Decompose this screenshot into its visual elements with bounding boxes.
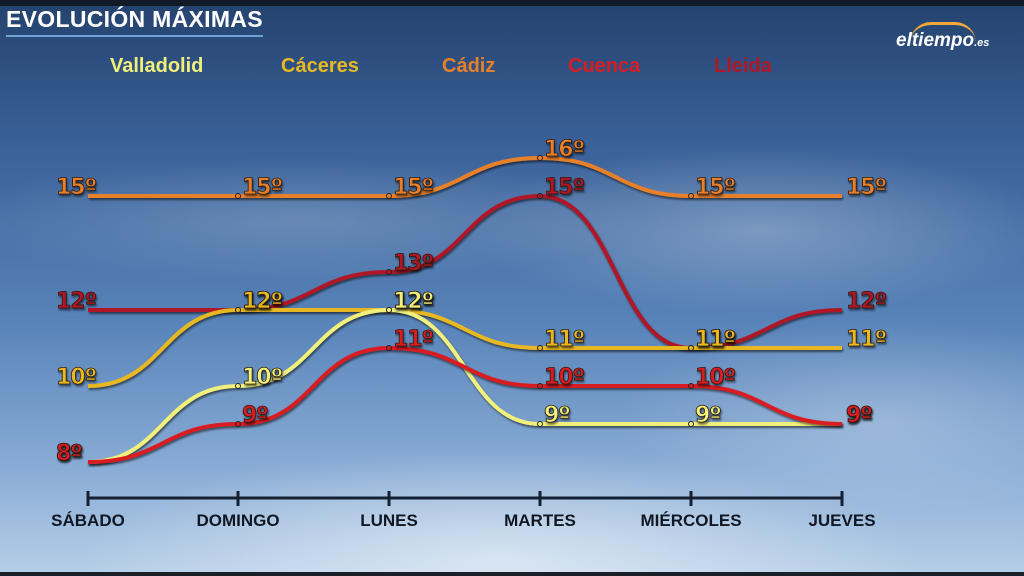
top-border (0, 0, 1024, 6)
legend-item-valladolid: Valladolid (110, 55, 204, 77)
value-label: 15º (695, 175, 736, 200)
bottom-border (0, 572, 1024, 576)
brand-logo: eltiempo.es (896, 30, 989, 52)
value-label: 8º (56, 441, 82, 466)
value-label: 12º (393, 289, 434, 314)
value-label: 13º (393, 251, 434, 276)
value-label: 9º (846, 403, 872, 428)
legend-item-caceres: Cáceres (281, 55, 359, 77)
chart-title: EVOLUCIÓN MÁXIMAS (6, 6, 263, 37)
value-label: 15º (393, 175, 434, 200)
series-lines (87, 155, 843, 464)
value-label: 16º (544, 137, 585, 162)
logo-suffix: .es (974, 37, 990, 49)
value-label: 11º (393, 327, 434, 352)
cloud-icon (910, 22, 976, 43)
value-label: 12º (242, 289, 283, 314)
value-label: 10º (544, 365, 585, 390)
value-label: 12º (242, 289, 283, 314)
series-line-cáceres (87, 307, 842, 388)
value-label: 12º (56, 289, 97, 314)
value-label: 9º (846, 403, 872, 428)
legend-item-lleida: Lleida (714, 55, 772, 77)
axis-label-jueves: JUEVES (808, 511, 876, 530)
value-label: 15º (56, 175, 97, 200)
value-label: 12º (846, 289, 887, 314)
value-label: 9º (544, 403, 570, 428)
value-label: 15º (544, 175, 585, 200)
axis-label-sabado: SÁBADO (51, 511, 125, 530)
logo-text: eltiempo (896, 30, 975, 51)
value-label: 11º (544, 327, 585, 352)
value-label: 15º (242, 175, 283, 200)
series-line-cuenca (87, 345, 843, 464)
value-label: 9º (242, 403, 268, 428)
series-line-lleida (88, 193, 843, 351)
series-line-cádiz (88, 155, 842, 199)
axis-label-martes: MARTES (504, 511, 576, 530)
legend-item-cuenca: Cuenca (568, 55, 641, 77)
value-label: 15º (846, 175, 887, 200)
x-axis (86, 491, 844, 506)
value-label: 10º (695, 365, 736, 390)
axis-label-lunes: LUNES (360, 511, 418, 530)
value-label: 10º (56, 365, 97, 390)
value-label: 11º (695, 327, 736, 352)
value-label: 11º (695, 327, 736, 352)
value-labels: 15º 15º 15º 16º 15º 15º 12º 12º 13º 15º 11º 12º 10º 1… (56, 137, 888, 467)
value-label: 12º (393, 289, 434, 314)
value-label: 10º (242, 365, 283, 390)
legend-item-cadiz: Cádiz (442, 55, 496, 77)
axis-label-miercoles: MIÉRCOLES (640, 511, 742, 530)
value-label: 9º (695, 403, 721, 428)
axis-label-domingo: DOMINGO (196, 511, 280, 530)
value-label: 11º (846, 327, 887, 352)
value-label: 8º (56, 441, 82, 466)
